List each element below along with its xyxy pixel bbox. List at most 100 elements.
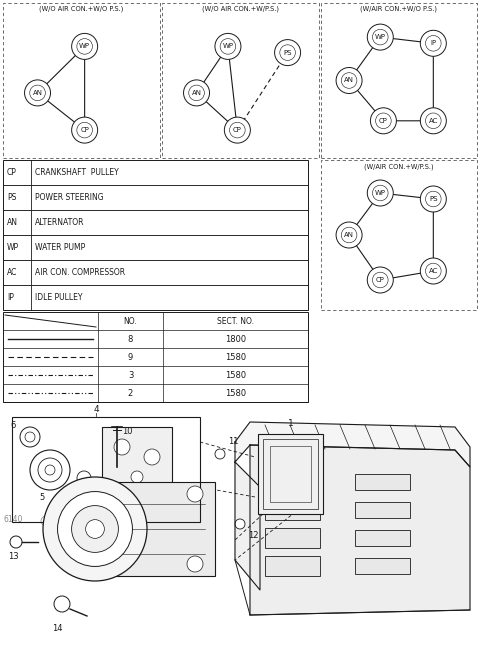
Circle shape [367, 180, 393, 206]
Circle shape [187, 556, 203, 572]
Text: AN: AN [344, 232, 354, 238]
Text: CP: CP [7, 168, 17, 177]
Bar [265, 528, 320, 548]
Text: AC: AC [429, 268, 438, 274]
Text: 13: 13 [8, 552, 19, 561]
Text: AN: AN [33, 90, 43, 96]
Text: AC: AC [429, 118, 438, 124]
Text: AN: AN [7, 218, 18, 227]
Circle shape [58, 492, 132, 567]
Bar [355, 530, 410, 546]
Text: 8: 8 [128, 335, 133, 343]
Text: PS: PS [283, 49, 292, 55]
Text: (W/AIR CON.+W/O P.S.): (W/AIR CON.+W/O P.S.) [360, 6, 437, 13]
Circle shape [85, 520, 104, 538]
Bar [258, 434, 323, 514]
Bar [265, 472, 320, 492]
Circle shape [420, 186, 446, 212]
Text: ALTERNATOR: ALTERNATOR [35, 218, 84, 227]
Text: 6: 6 [11, 420, 16, 430]
Circle shape [24, 80, 50, 106]
Text: 1580: 1580 [225, 353, 246, 362]
Circle shape [183, 80, 210, 106]
Bar [265, 556, 320, 576]
Circle shape [131, 471, 143, 483]
Circle shape [224, 117, 251, 143]
Circle shape [77, 471, 91, 485]
Text: 12: 12 [248, 532, 259, 540]
Text: (W/O AIR CON.+W/P.S.): (W/O AIR CON.+W/P.S.) [202, 6, 279, 13]
Bar [265, 500, 320, 520]
Text: POWER STEERING: POWER STEERING [35, 193, 104, 202]
Text: AIR CON. COMPRESSOR: AIR CON. COMPRESSOR [35, 268, 125, 277]
Bar [270, 446, 311, 502]
Circle shape [20, 427, 40, 447]
Circle shape [72, 34, 97, 59]
Text: IDLE PULLEY: IDLE PULLEY [35, 293, 83, 302]
Text: 9: 9 [128, 353, 133, 362]
Text: WP: WP [375, 190, 386, 196]
Circle shape [114, 439, 130, 455]
Circle shape [10, 536, 22, 548]
Text: 11: 11 [228, 438, 239, 447]
Bar [355, 502, 410, 518]
Text: 14: 14 [52, 624, 62, 633]
Polygon shape [235, 462, 260, 590]
Circle shape [420, 108, 446, 134]
Bar [102, 427, 172, 492]
Circle shape [371, 108, 396, 134]
Circle shape [367, 267, 393, 293]
Text: 1800: 1800 [225, 335, 246, 343]
Circle shape [215, 449, 225, 459]
Text: 7: 7 [166, 510, 172, 519]
Bar [12, 417, 200, 522]
Text: WP: WP [222, 43, 233, 49]
Bar [3, 160, 308, 310]
Circle shape [54, 596, 70, 612]
Circle shape [144, 449, 160, 465]
Text: PS: PS [7, 193, 16, 202]
Circle shape [235, 519, 245, 529]
Text: WP: WP [7, 243, 19, 252]
Circle shape [161, 494, 173, 506]
Text: 8: 8 [84, 492, 89, 501]
Text: AN: AN [192, 90, 202, 96]
Polygon shape [235, 422, 470, 467]
Circle shape [336, 67, 362, 94]
Circle shape [215, 34, 241, 59]
Bar [263, 439, 318, 509]
Text: WATER PUMP: WATER PUMP [35, 243, 85, 252]
Text: 1: 1 [288, 420, 293, 428]
Circle shape [187, 486, 203, 502]
Circle shape [275, 40, 300, 66]
Text: WP: WP [375, 34, 386, 40]
Text: (W/O AIR CON.+W/O P.S.): (W/O AIR CON.+W/O P.S.) [39, 6, 124, 13]
Text: 5: 5 [39, 493, 45, 502]
Text: SECT. NO.: SECT. NO. [217, 316, 254, 326]
Text: PS: PS [429, 196, 438, 202]
Text: 6140: 6140 [3, 515, 23, 523]
Text: CP: CP [80, 127, 89, 133]
Text: IP: IP [7, 293, 14, 302]
Circle shape [420, 258, 446, 284]
Circle shape [30, 450, 70, 490]
Bar [3, 312, 308, 402]
Text: CRANKSHAFT  PULLEY: CRANKSHAFT PULLEY [35, 168, 119, 177]
Text: NO.: NO. [124, 316, 137, 326]
Bar [355, 558, 410, 574]
Text: 1580: 1580 [225, 370, 246, 380]
Circle shape [367, 24, 393, 50]
Text: 10: 10 [122, 428, 132, 436]
Circle shape [72, 505, 119, 552]
Text: IP: IP [430, 40, 436, 46]
Text: CP: CP [376, 277, 384, 283]
Text: CP: CP [233, 127, 242, 133]
Text: AC: AC [7, 268, 17, 277]
Text: 2: 2 [128, 389, 133, 397]
Text: WP: WP [79, 43, 90, 49]
Bar [355, 474, 410, 490]
Text: 3: 3 [128, 370, 133, 380]
Text: 1580: 1580 [225, 389, 246, 397]
Circle shape [420, 30, 446, 56]
Circle shape [72, 117, 97, 143]
